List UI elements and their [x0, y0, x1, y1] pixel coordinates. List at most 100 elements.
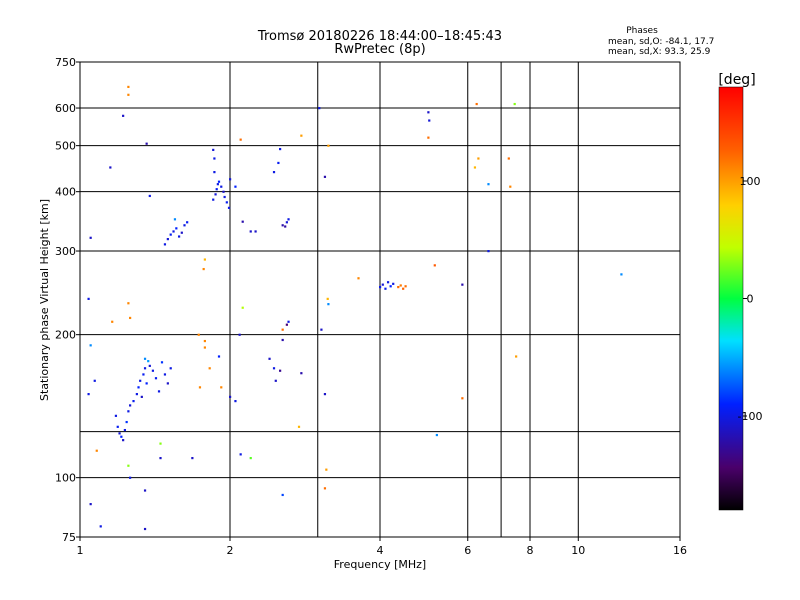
data-point [143, 489, 147, 492]
data-point [381, 283, 384, 286]
data-point [197, 333, 200, 336]
data-point [216, 183, 219, 186]
data-point [620, 273, 623, 276]
x-tick-label: 4 [377, 544, 384, 557]
data-point [154, 377, 158, 380]
y-tick-label: 500 [55, 140, 76, 153]
data-point [241, 306, 244, 309]
x-axis-label: Frequency [MHz] [334, 558, 426, 571]
data-point [234, 400, 237, 403]
stats-line-o: mean, sd,O: -84.1, 17.7 [608, 37, 714, 47]
data-point [173, 218, 177, 221]
data-point [172, 230, 175, 233]
data-point [127, 93, 130, 96]
data-point [249, 456, 252, 460]
data-point [268, 357, 271, 360]
data-point [397, 285, 400, 289]
data-point [234, 185, 237, 188]
data-point [191, 456, 194, 460]
data-point [220, 185, 223, 188]
stats-line-x: mean, sd,X: 93.3, 25.9 [608, 47, 711, 57]
x-tick-label: 1 [77, 544, 84, 557]
data-point [213, 157, 216, 160]
plot-area [79, 61, 681, 538]
y-tick-label: 400 [55, 186, 76, 199]
data-point [222, 190, 225, 193]
data-point [203, 258, 206, 261]
colorbar-tick-label: 0 [747, 293, 754, 306]
y-tick-label: 600 [55, 102, 76, 115]
data-point [116, 425, 119, 428]
data-point [127, 85, 130, 89]
data-point [169, 367, 172, 370]
data-point [239, 138, 242, 141]
data-point [509, 185, 512, 188]
data-point [175, 227, 178, 230]
data-point [145, 142, 148, 145]
data-point [87, 297, 90, 300]
x-tick-label: 16 [673, 544, 687, 557]
data-point [404, 285, 407, 288]
data-point [272, 171, 276, 174]
data-point [238, 333, 241, 336]
data-point [227, 206, 231, 209]
data-point [109, 166, 112, 169]
data-point [140, 395, 143, 398]
data-point [89, 344, 92, 347]
data-point [507, 157, 510, 160]
data-point [212, 148, 215, 152]
data-point [99, 525, 102, 528]
data-point [129, 476, 132, 479]
data-point [461, 283, 464, 286]
data-point [142, 373, 145, 376]
data-point [157, 390, 161, 393]
data-point [277, 161, 280, 165]
x-axis-ticks: 1 2 4 6 8 10 16 [77, 537, 687, 557]
data-point [203, 339, 206, 343]
data-point [159, 456, 162, 460]
y-tick-label: 200 [55, 329, 76, 342]
data-point [281, 493, 284, 497]
data-point [143, 367, 147, 370]
data-point [399, 284, 402, 287]
data-point [513, 102, 516, 106]
data-point [285, 323, 288, 326]
data-point [323, 487, 327, 490]
data-point [249, 230, 252, 233]
x-tick-label: 10 [571, 544, 585, 557]
data-point [159, 442, 162, 445]
chart-subtitle: RwPretec (8p) [334, 42, 425, 57]
data-point [151, 369, 155, 372]
data-point [239, 453, 242, 456]
data-point [433, 264, 436, 267]
colorbar-tick-label: 100 [740, 175, 761, 188]
data-point [114, 414, 118, 417]
data-point [384, 287, 387, 290]
chart-title: Tromsø 20180226 18:44:00–18:45:43 [257, 29, 502, 44]
data-point [203, 346, 206, 349]
data-point [475, 102, 478, 106]
data-point [487, 183, 490, 186]
data-point [515, 355, 518, 358]
data-point [122, 114, 125, 117]
data-point [325, 468, 328, 471]
data-point [202, 267, 205, 271]
data-point [297, 425, 301, 428]
data-point [123, 428, 126, 432]
data-point [477, 157, 480, 160]
data-point [180, 231, 183, 234]
colorbar-tick-label: -100 [738, 410, 763, 423]
data-point [145, 382, 148, 385]
data-point [129, 316, 132, 320]
data-point [169, 233, 172, 236]
data-point [428, 119, 431, 122]
data-point [300, 134, 303, 137]
data-point [225, 201, 228, 204]
data-point [89, 236, 92, 239]
data-point [487, 250, 490, 253]
data-point [111, 320, 114, 323]
x-tick-label: 2 [227, 544, 234, 557]
colorbar-ticks: 100 0 -100 [738, 175, 763, 423]
x-tick-label: 6 [464, 544, 471, 557]
